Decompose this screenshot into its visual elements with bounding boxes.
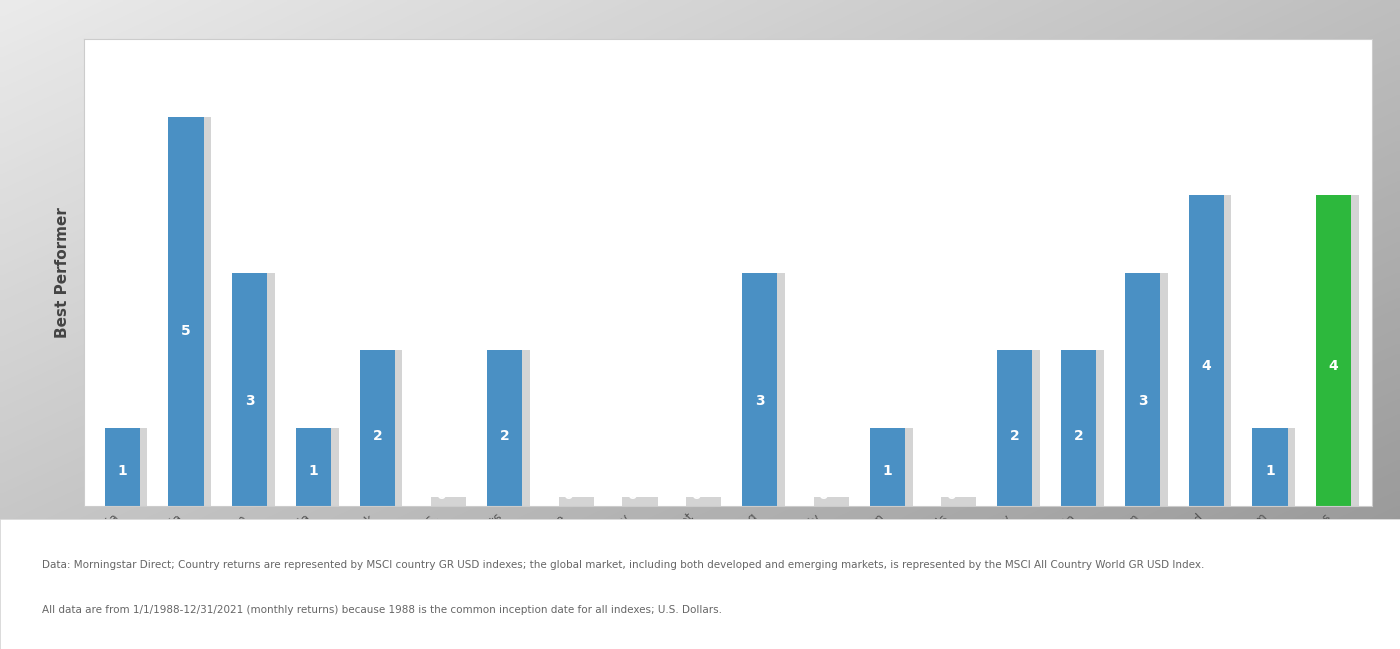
Text: Data: Morningstar Direct; Country returns are represented by MSCI country GR USD: Data: Morningstar Direct; Country return…: [42, 559, 1204, 570]
Text: 5: 5: [181, 324, 190, 338]
Text: 0: 0: [627, 487, 637, 502]
Bar: [496, 350, 531, 506]
Bar: [105, 428, 140, 506]
Text: 3: 3: [755, 394, 764, 408]
Bar: [813, 497, 848, 506]
Bar: [1126, 273, 1161, 506]
Y-axis label: Best Performer: Best Performer: [55, 207, 70, 338]
Bar: [742, 273, 777, 506]
Bar: [176, 117, 211, 506]
Bar: [869, 428, 904, 506]
Text: 0: 0: [564, 487, 574, 502]
Text: 4: 4: [1201, 359, 1211, 373]
Text: 3: 3: [245, 394, 255, 408]
Bar: [1197, 195, 1232, 506]
Bar: [232, 273, 267, 506]
Text: 0: 0: [946, 487, 956, 502]
Bar: [1260, 428, 1295, 506]
Text: 0: 0: [437, 487, 445, 502]
Bar: [112, 428, 147, 506]
Bar: [750, 273, 785, 506]
Bar: [1133, 273, 1168, 506]
Text: 2: 2: [1009, 429, 1019, 443]
Bar: [941, 497, 976, 506]
Text: All data are from 1/1/1988-12/31/2021 (monthly returns) because 1988 is the comm: All data are from 1/1/1988-12/31/2021 (m…: [42, 605, 722, 615]
Text: 2: 2: [372, 429, 382, 443]
Text: 3: 3: [1138, 394, 1147, 408]
Text: 4: 4: [1329, 359, 1338, 373]
Bar: [559, 497, 594, 506]
Text: 2: 2: [1074, 429, 1084, 443]
Bar: [360, 350, 395, 506]
Bar: [1005, 350, 1040, 506]
Bar: [686, 497, 721, 506]
Bar: [878, 428, 913, 506]
Bar: [1324, 195, 1359, 506]
Bar: [487, 350, 522, 506]
Text: 0: 0: [692, 487, 701, 502]
Bar: [431, 497, 466, 506]
Bar: [1068, 350, 1103, 506]
Bar: [1189, 195, 1224, 506]
Bar: [295, 428, 330, 506]
Text: 0: 0: [819, 487, 829, 502]
Bar: [1253, 428, 1288, 506]
Bar: [997, 350, 1032, 506]
Text: 1: 1: [1266, 464, 1275, 478]
Bar: [304, 428, 339, 506]
Text: 1: 1: [118, 464, 127, 478]
Text: 1: 1: [308, 464, 318, 478]
Bar: [239, 273, 274, 506]
Bar: [168, 117, 203, 506]
Bar: [623, 497, 658, 506]
Text: 1: 1: [882, 464, 892, 478]
Text: 2: 2: [500, 429, 510, 443]
Bar: [1316, 195, 1351, 506]
Bar: [1061, 350, 1096, 506]
Bar: [367, 350, 402, 506]
